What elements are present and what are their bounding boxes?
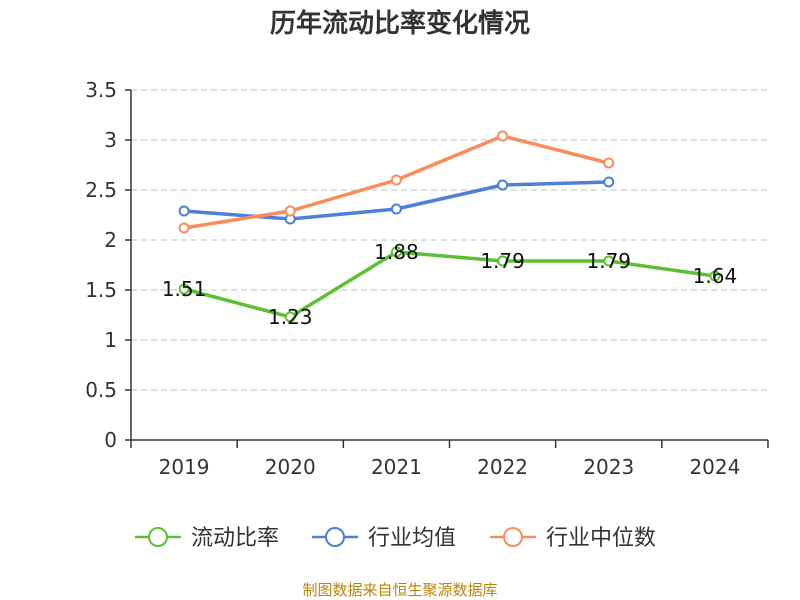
data-point bbox=[603, 255, 615, 267]
legend-item[interactable]: 行业均值 bbox=[312, 526, 456, 551]
data-point bbox=[178, 222, 190, 234]
data-point bbox=[178, 283, 190, 295]
y-tick-label: 0.5 bbox=[85, 378, 117, 402]
x-tick-label: 2019 bbox=[159, 455, 210, 479]
series-line bbox=[183, 250, 716, 319]
data-point bbox=[390, 174, 402, 186]
legend-label: 流动比率 bbox=[191, 526, 279, 551]
data-label: 1.88 bbox=[374, 240, 419, 264]
x-tick-label: 2021 bbox=[371, 455, 422, 479]
data-label: 1.23 bbox=[268, 305, 313, 329]
legend-marker bbox=[503, 527, 523, 547]
x-tick-label: 2023 bbox=[583, 455, 634, 479]
data-labels: 1.51 1.23 1.88 1.79 1.79 1.64 bbox=[162, 240, 737, 329]
y-tick-label: 2.5 bbox=[85, 178, 117, 202]
data-label: 1.79 bbox=[480, 249, 525, 273]
data-label: 1.64 bbox=[693, 264, 738, 288]
legend: 流动比率 行业均值 行业中位数 bbox=[135, 526, 656, 551]
data-point bbox=[497, 179, 509, 191]
data-point bbox=[284, 205, 296, 217]
data-point bbox=[497, 130, 509, 142]
data-point bbox=[390, 246, 402, 258]
series-group bbox=[178, 130, 721, 323]
x-tick-label: 2020 bbox=[265, 455, 316, 479]
y-tick-label: 2 bbox=[104, 228, 117, 252]
data-point bbox=[709, 270, 721, 282]
data-point bbox=[178, 205, 190, 217]
data-point bbox=[603, 157, 615, 169]
data-label: 1.51 bbox=[162, 277, 207, 301]
legend-item[interactable]: 行业中位数 bbox=[490, 526, 656, 551]
legend-label: 行业中位数 bbox=[546, 526, 656, 551]
y-tick-label: 0 bbox=[104, 428, 117, 452]
legend-marker bbox=[325, 527, 345, 547]
y-tick-label: 3 bbox=[104, 128, 117, 152]
y-tick-label: 3.5 bbox=[85, 78, 117, 102]
data-label: 1.79 bbox=[586, 249, 631, 273]
y-tick-label: 1 bbox=[104, 328, 117, 352]
legend-label: 行业均值 bbox=[368, 526, 456, 551]
data-point bbox=[284, 311, 296, 323]
source-note: 制图数据来自恒生聚源数据库 bbox=[302, 581, 497, 599]
grid-lines bbox=[131, 89, 768, 391]
x-tick-label: 2024 bbox=[689, 455, 740, 479]
legend-item[interactable]: 流动比率 bbox=[135, 526, 279, 551]
data-point bbox=[603, 176, 615, 188]
x-tick-label: 2022 bbox=[477, 455, 528, 479]
y-tick-label: 1.5 bbox=[85, 278, 117, 302]
chart-title: 历年流动比率变化情况 bbox=[270, 8, 530, 39]
data-point bbox=[497, 255, 509, 267]
axes: 0 0.5 1 1.5 2 2.5 3 3.5 2019 2020 2021 2022 2023 2024 bbox=[85, 78, 769, 479]
legend-marker bbox=[148, 527, 168, 547]
data-point bbox=[390, 203, 402, 215]
